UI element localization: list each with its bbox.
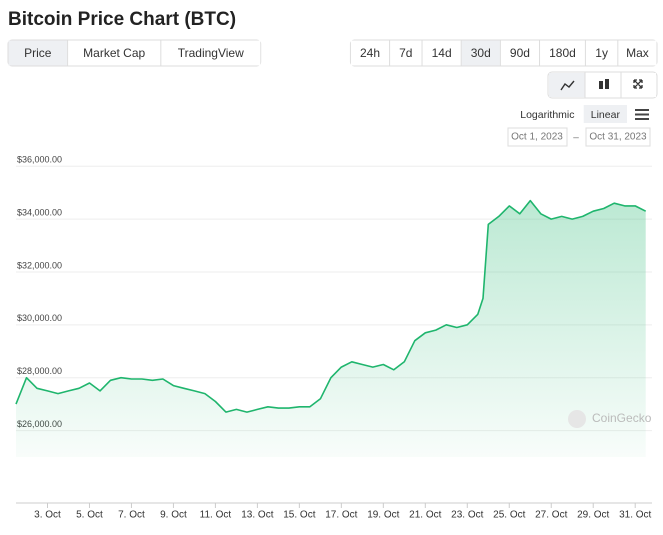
y-tick-label: $36,000.00 bbox=[17, 155, 62, 165]
candle-icon bbox=[605, 79, 609, 89]
x-tick-label: 31. Oct bbox=[619, 510, 651, 521]
ranges-label: 90d bbox=[510, 46, 530, 60]
ranges-button[interactable] bbox=[461, 40, 500, 66]
scale-option[interactable]: Logarithmic bbox=[520, 109, 574, 121]
ranges-label: 7d bbox=[399, 46, 412, 60]
x-tick-label: 29. Oct bbox=[577, 510, 609, 521]
ranges-button[interactable] bbox=[540, 40, 585, 66]
x-tick-label: 3. Oct bbox=[34, 510, 61, 521]
x-tick-label: 19. Oct bbox=[367, 510, 399, 521]
date-input[interactable] bbox=[585, 127, 651, 147]
candle-icon bbox=[599, 81, 603, 89]
x-tick-label: 23. Oct bbox=[451, 510, 483, 521]
menu-icon[interactable] bbox=[635, 109, 649, 120]
chart-title: Bitcoin Price Chart (BTC) bbox=[8, 9, 236, 30]
ranges-label: 24h bbox=[360, 46, 380, 60]
x-tick-label: 13. Oct bbox=[241, 510, 273, 521]
scale-option[interactable]: Linear bbox=[591, 109, 621, 121]
watermark-text: CoinGecko bbox=[592, 411, 652, 425]
scale-active bbox=[583, 105, 627, 123]
price-line bbox=[15, 199, 647, 413]
ranges-button[interactable] bbox=[500, 40, 540, 66]
y-tick-label: $28,000.00 bbox=[17, 366, 62, 376]
x-tick-label: 17. Oct bbox=[325, 510, 357, 521]
ranges-button[interactable] bbox=[422, 40, 461, 66]
x-tick-label: 11. Oct bbox=[200, 510, 232, 521]
x-tick-label: 9. Oct bbox=[160, 510, 187, 521]
watermark-logo bbox=[568, 410, 586, 428]
tabs-button[interactable] bbox=[161, 40, 261, 66]
x-tick-label: 5. Oct bbox=[76, 510, 103, 521]
icon-buttons bbox=[547, 71, 658, 99]
y-tick-label: $34,000.00 bbox=[17, 207, 62, 217]
ranges-label: 1y bbox=[595, 46, 608, 60]
date-from: Oct 1, 2023 bbox=[511, 132, 563, 143]
tabs-label: TradingView bbox=[178, 46, 244, 60]
date-separator: – bbox=[573, 133, 579, 144]
fullscreen-icon bbox=[633, 79, 643, 89]
tabs-button[interactable] bbox=[68, 40, 161, 66]
ranges-label: 14d bbox=[432, 46, 452, 60]
ranges-button[interactable] bbox=[618, 40, 657, 66]
watermark: CoinGecko bbox=[568, 410, 652, 428]
y-tick-label: $32,000.00 bbox=[17, 260, 62, 270]
tabs-button[interactable] bbox=[8, 40, 68, 66]
ranges-button[interactable] bbox=[585, 40, 618, 66]
ranges-label: 180d bbox=[549, 46, 576, 60]
menu-lines bbox=[635, 109, 649, 120]
y-tick-label: $30,000.00 bbox=[17, 313, 62, 323]
tabs-label: Price bbox=[24, 46, 52, 60]
ranges-button[interactable] bbox=[390, 40, 422, 66]
ranges-label: Max bbox=[626, 46, 649, 60]
x-tick-label: 21. Oct bbox=[409, 510, 441, 521]
x-tick-label: 15. Oct bbox=[283, 510, 315, 521]
ranges-label: 30d bbox=[471, 46, 491, 60]
date-input[interactable] bbox=[507, 127, 568, 147]
area bbox=[16, 200, 646, 457]
x-tick-label: 25. Oct bbox=[493, 510, 525, 521]
x-tick-label: 7. Oct bbox=[118, 510, 145, 521]
candle-icon-button[interactable] bbox=[586, 73, 621, 97]
ranges-button[interactable] bbox=[350, 40, 390, 66]
line-icon bbox=[560, 80, 575, 91]
tabs-label: Market Cap bbox=[83, 46, 145, 60]
date-to: Oct 31, 2023 bbox=[589, 132, 647, 143]
x-tick-label: 27. Oct bbox=[535, 510, 567, 521]
